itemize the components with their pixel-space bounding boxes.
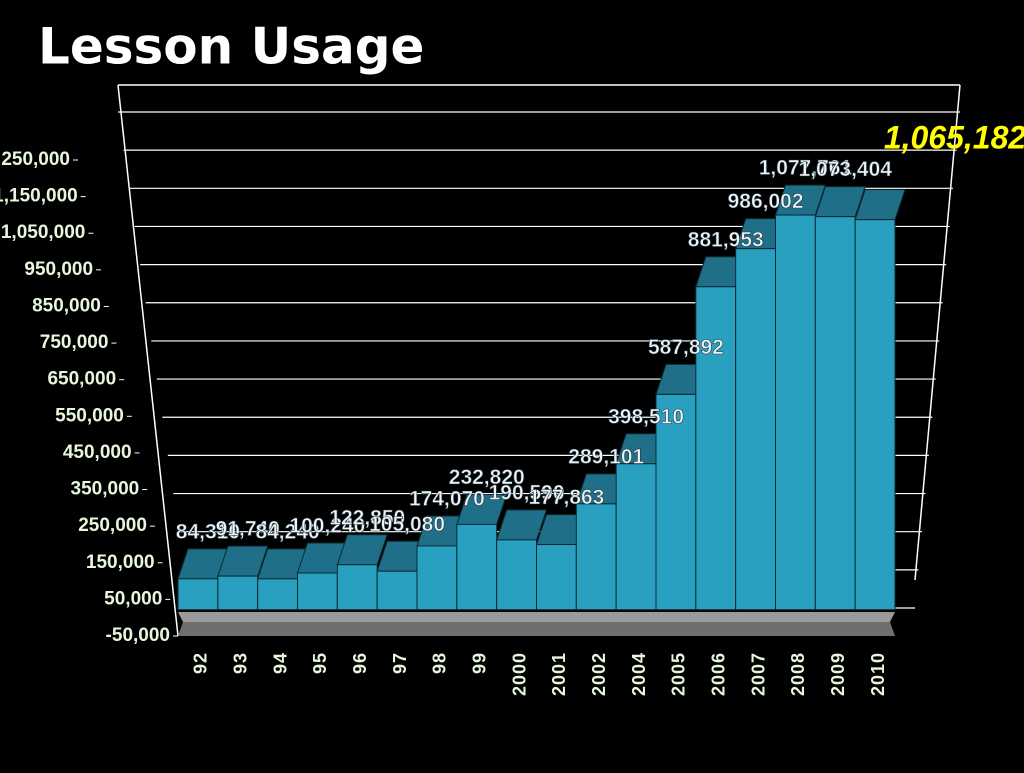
y-tick-label: 1,050,000 bbox=[1, 222, 86, 243]
bar bbox=[854, 219, 896, 611]
bar bbox=[655, 393, 697, 611]
value-label: 84,240 bbox=[255, 520, 319, 543]
bar bbox=[416, 545, 458, 611]
bar bbox=[814, 216, 856, 611]
value-label: 174,070 bbox=[409, 488, 485, 511]
bar bbox=[735, 248, 777, 611]
y-tick-label: -50,000 bbox=[106, 625, 170, 646]
x-tick-label: 96 bbox=[350, 652, 370, 674]
floor-front bbox=[178, 622, 895, 636]
bar bbox=[376, 570, 418, 611]
x-tick-label: 2008 bbox=[788, 652, 808, 696]
value-label: 986,002 bbox=[728, 190, 804, 213]
floor-top bbox=[178, 612, 895, 622]
x-tick-label: 2006 bbox=[709, 652, 729, 696]
value-label: 289,101 bbox=[568, 445, 644, 468]
x-tick-label: 2002 bbox=[589, 652, 609, 696]
y-tick-label: 950,000 bbox=[24, 259, 93, 280]
bar bbox=[536, 544, 577, 611]
bar bbox=[456, 523, 498, 611]
bar bbox=[217, 575, 259, 611]
y-tick-label: 250,000 bbox=[78, 515, 147, 536]
floor bbox=[178, 612, 895, 636]
x-tick-label: 99 bbox=[470, 652, 490, 674]
bar bbox=[257, 578, 298, 611]
bar bbox=[775, 214, 816, 611]
bar bbox=[496, 539, 537, 611]
bar bbox=[575, 503, 617, 611]
axis-line bbox=[117, 84, 179, 637]
value-label: 232,820 bbox=[449, 466, 525, 489]
chart-title: Lesson Usage bbox=[38, 18, 424, 76]
x-tick-label: 2007 bbox=[748, 652, 768, 696]
bar bbox=[615, 463, 657, 611]
value-label: 1,077,761 bbox=[759, 157, 853, 180]
x-tick-label: 2004 bbox=[629, 652, 649, 696]
y-tick-label: 850,000 bbox=[32, 295, 101, 316]
wall-right bbox=[914, 84, 961, 581]
y-tick-label: 1,250,000 bbox=[0, 149, 70, 170]
y-tick-label: 1,150,000 bbox=[0, 186, 78, 207]
x-tick-label: 97 bbox=[390, 652, 410, 674]
value-label: 1,065,182 bbox=[884, 119, 1024, 155]
y-tick-label: 150,000 bbox=[86, 552, 155, 573]
value-label: 91,740 bbox=[216, 518, 280, 541]
value-label: 100,240 bbox=[289, 515, 365, 538]
bars bbox=[177, 184, 906, 611]
bar bbox=[177, 578, 219, 611]
x-tick-label: 94 bbox=[270, 652, 290, 674]
y-tick-label: 450,000 bbox=[63, 442, 132, 463]
x-tick-label: 98 bbox=[430, 652, 450, 674]
value-label: 84,310 bbox=[176, 520, 240, 543]
value-label: 190,590 bbox=[489, 481, 565, 504]
value-label: 881,953 bbox=[688, 228, 764, 251]
x-tick-label: 2005 bbox=[669, 652, 689, 696]
y-tick-label: 350,000 bbox=[71, 479, 140, 500]
value-label: 1,073,404 bbox=[799, 158, 893, 181]
bar bbox=[336, 564, 378, 611]
x-tick-label: 93 bbox=[231, 652, 251, 674]
bar bbox=[297, 572, 338, 611]
bar bbox=[695, 286, 737, 611]
x-tick-label: 2000 bbox=[509, 652, 529, 696]
labels: 84,31091,74084,240100,240122,850105,0801… bbox=[175, 119, 1024, 543]
value-label: 177,863 bbox=[528, 486, 604, 509]
x-tick-label: 2010 bbox=[868, 652, 888, 696]
x-tick-label: 95 bbox=[310, 652, 330, 674]
value-label: 122,850 bbox=[329, 506, 405, 529]
x-tick-label: 2001 bbox=[549, 652, 569, 696]
y-tick-label: 650,000 bbox=[47, 369, 116, 390]
value-label: 587,892 bbox=[648, 336, 724, 359]
x-tick-label: 2009 bbox=[828, 652, 848, 696]
value-label: 105,080 bbox=[369, 513, 445, 536]
y-tick-label: 750,000 bbox=[40, 332, 109, 353]
x-tick-label: 92 bbox=[191, 652, 211, 674]
y-tick-label: 550,000 bbox=[55, 405, 124, 426]
y-tick-label: 50,000 bbox=[104, 588, 162, 609]
value-label: 398,510 bbox=[608, 405, 684, 428]
